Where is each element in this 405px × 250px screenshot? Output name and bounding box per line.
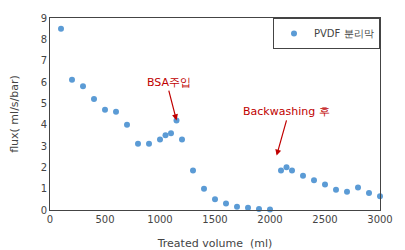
svg-text:1500: 1500 xyxy=(202,214,227,225)
svg-text:2000: 2000 xyxy=(257,214,282,225)
svg-text:BSA주입: BSA주입 xyxy=(147,76,191,89)
svg-text:PVDF 분리막: PVDF 분리막 xyxy=(314,28,374,39)
svg-text:2500: 2500 xyxy=(312,214,337,225)
svg-text:5: 5 xyxy=(41,98,47,109)
svg-text:500: 500 xyxy=(95,214,114,225)
svg-text:3: 3 xyxy=(41,141,47,152)
svg-text:1: 1 xyxy=(41,183,47,194)
svg-text:0: 0 xyxy=(41,205,47,216)
svg-text:2: 2 xyxy=(41,162,47,173)
svg-text:3000: 3000 xyxy=(367,214,392,225)
svg-text:6: 6 xyxy=(41,77,47,88)
svg-text:Treated volume (ml): Treated volume (ml) xyxy=(157,237,273,250)
svg-text:0: 0 xyxy=(47,214,53,225)
svg-text:8: 8 xyxy=(41,34,47,45)
svg-text:9: 9 xyxy=(41,13,47,24)
svg-text:4: 4 xyxy=(41,119,47,130)
svg-text:1000: 1000 xyxy=(147,214,172,225)
svg-text:7: 7 xyxy=(41,55,47,66)
svg-text:Backwashing 후: Backwashing 후 xyxy=(243,105,330,118)
svg-text:flux( ml/s/bar): flux( ml/s/bar) xyxy=(8,75,21,153)
